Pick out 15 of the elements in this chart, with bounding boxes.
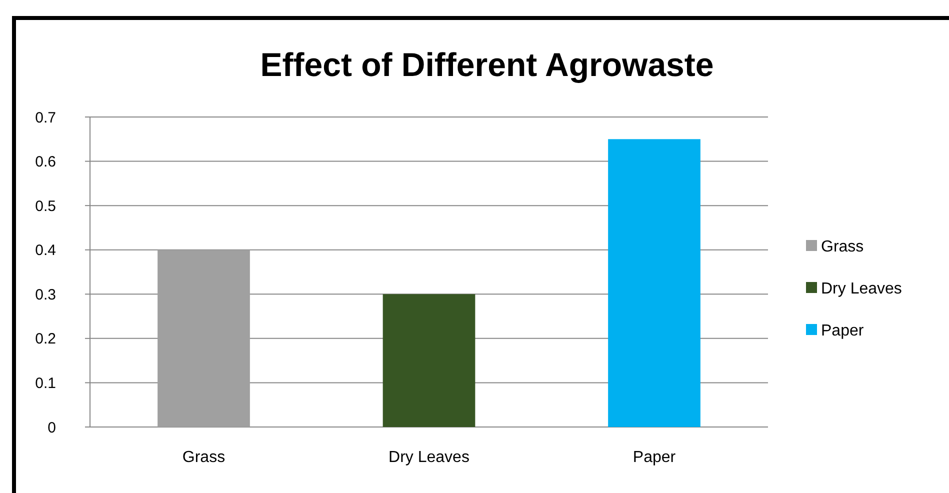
y-tick-label: 0.6 [35,154,56,171]
y-tick-label: 0.7 [35,109,56,126]
y-tick-label: 0.3 [35,286,56,304]
x-tick-label: Paper [632,449,676,466]
x-tick-label: Dry Leaves [388,449,470,466]
x-tick-label: Grass [182,449,226,466]
legend-label: Grass [821,238,864,256]
y-tick-label: 0.5 [35,198,56,215]
chart-title: Effect of Different Agrowaste [260,46,714,83]
y-tick-label: 0.2 [35,330,56,348]
y-tick-label: 0 [48,419,56,436]
y-tick-label: 0.1 [35,374,56,392]
legend-label: Paper [821,322,864,340]
y-tick-label: 0.4 [35,242,56,260]
legend-label: Dry Leaves [821,280,902,298]
